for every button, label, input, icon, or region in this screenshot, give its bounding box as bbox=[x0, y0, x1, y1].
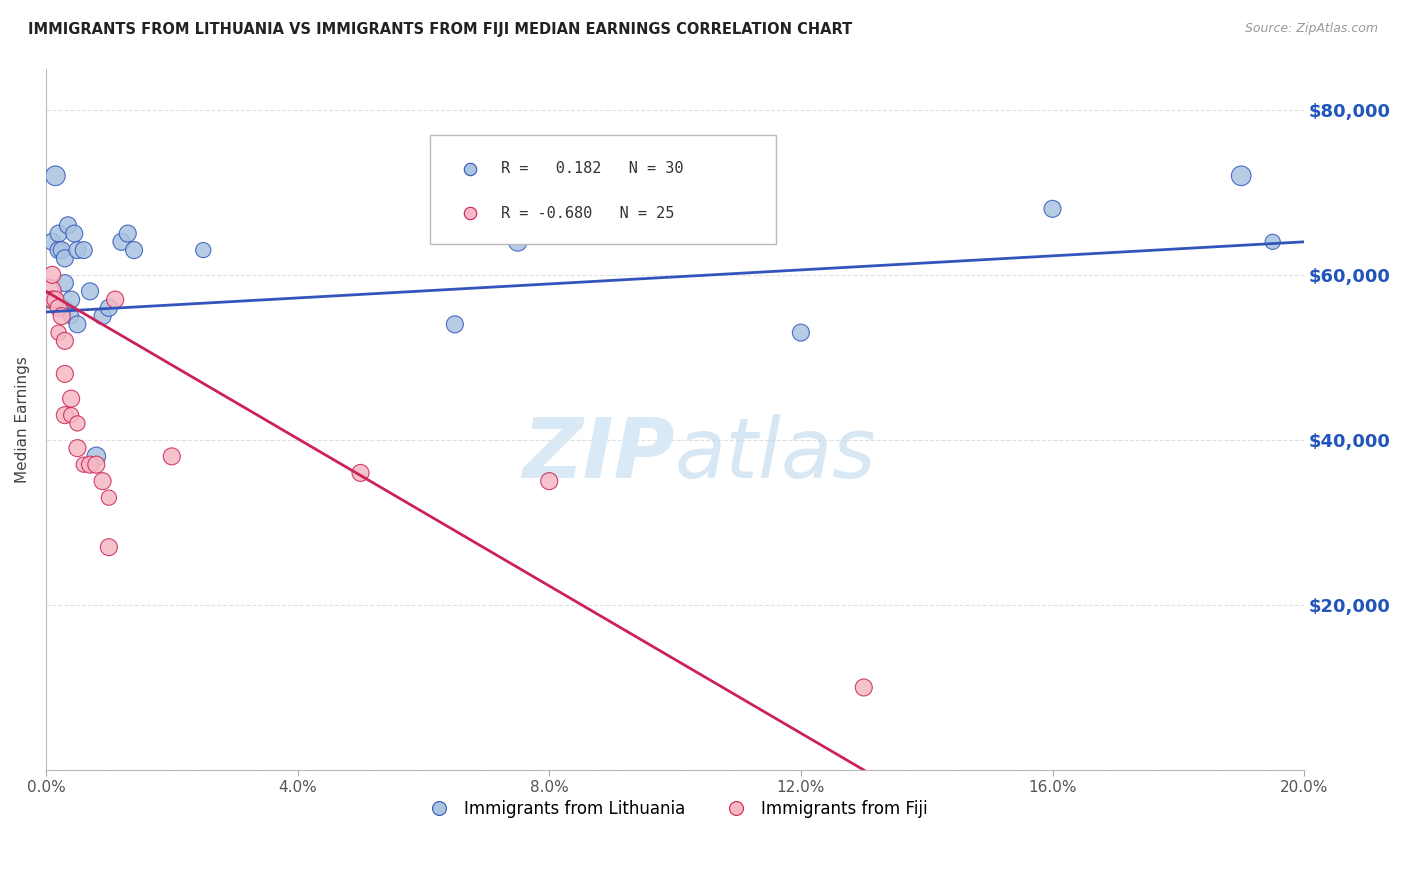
Point bbox=[51, 243, 73, 257]
Point bbox=[56, 219, 79, 233]
Point bbox=[852, 681, 875, 695]
Legend: Immigrants from Lithuania, Immigrants from Fiji: Immigrants from Lithuania, Immigrants fr… bbox=[416, 794, 934, 825]
Point bbox=[41, 293, 63, 307]
Point bbox=[1042, 202, 1064, 216]
Point bbox=[84, 450, 107, 464]
Text: ZIP: ZIP bbox=[523, 414, 675, 495]
Point bbox=[53, 301, 76, 315]
FancyBboxPatch shape bbox=[430, 136, 776, 244]
Point bbox=[1230, 169, 1253, 183]
Point bbox=[63, 227, 86, 241]
Point bbox=[44, 293, 66, 307]
Point bbox=[48, 326, 70, 340]
Point bbox=[97, 491, 120, 505]
Point bbox=[79, 458, 101, 472]
Point bbox=[1261, 235, 1284, 249]
Point bbox=[538, 474, 561, 488]
Point bbox=[51, 309, 73, 323]
Point bbox=[48, 243, 70, 257]
Point bbox=[60, 408, 83, 422]
Point bbox=[91, 474, 114, 488]
Point bbox=[790, 326, 813, 340]
Text: R =   0.182   N = 30: R = 0.182 N = 30 bbox=[502, 161, 683, 177]
Point bbox=[53, 252, 76, 266]
Point bbox=[41, 268, 63, 282]
Point bbox=[41, 235, 63, 249]
Point bbox=[66, 243, 89, 257]
Point bbox=[48, 301, 70, 315]
Point bbox=[44, 169, 66, 183]
Point bbox=[506, 235, 529, 249]
Point bbox=[38, 293, 60, 307]
Y-axis label: Median Earnings: Median Earnings bbox=[15, 356, 30, 483]
Point bbox=[91, 309, 114, 323]
Point bbox=[122, 243, 145, 257]
Text: Source: ZipAtlas.com: Source: ZipAtlas.com bbox=[1244, 22, 1378, 36]
Point bbox=[53, 276, 76, 290]
Point bbox=[53, 334, 76, 348]
Point bbox=[60, 392, 83, 406]
Text: R = -0.680   N = 25: R = -0.680 N = 25 bbox=[502, 206, 675, 220]
Point bbox=[48, 227, 70, 241]
Point bbox=[444, 318, 467, 332]
Point bbox=[38, 285, 60, 299]
Text: IMMIGRANTS FROM LITHUANIA VS IMMIGRANTS FROM FIJI MEDIAN EARNINGS CORRELATION CH: IMMIGRANTS FROM LITHUANIA VS IMMIGRANTS … bbox=[28, 22, 852, 37]
Point bbox=[53, 408, 76, 422]
Text: atlas: atlas bbox=[675, 414, 877, 495]
Point bbox=[117, 227, 139, 241]
Point bbox=[66, 441, 89, 455]
Point bbox=[60, 293, 83, 307]
Point bbox=[79, 285, 101, 299]
Point bbox=[73, 458, 96, 472]
Point bbox=[84, 458, 107, 472]
Point bbox=[104, 293, 127, 307]
Point bbox=[97, 540, 120, 554]
Point bbox=[53, 367, 76, 381]
Point bbox=[60, 309, 83, 323]
Point bbox=[66, 417, 89, 431]
Point bbox=[66, 318, 89, 332]
Point bbox=[73, 243, 96, 257]
Point bbox=[193, 243, 215, 257]
Point bbox=[160, 450, 183, 464]
Point bbox=[349, 466, 371, 480]
Point bbox=[97, 301, 120, 315]
Point bbox=[110, 235, 132, 249]
